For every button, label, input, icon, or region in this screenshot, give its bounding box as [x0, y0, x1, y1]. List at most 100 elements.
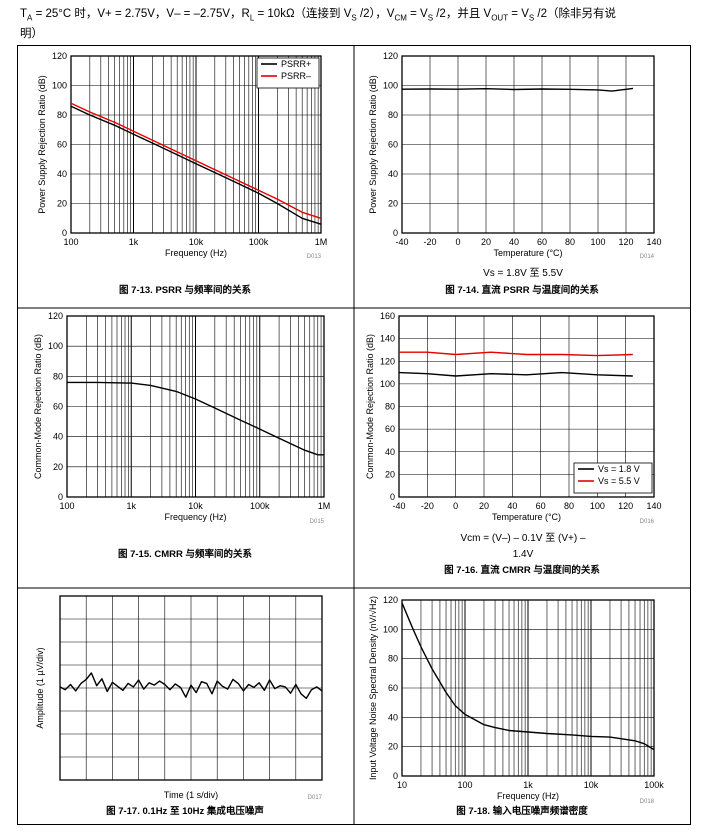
y-axis-title: Common-Mode Rejection Ratio (dB)	[365, 334, 375, 479]
plot-area-border	[66, 315, 325, 498]
figure-caption: 图 7-13. PSRR 与频率间的关系	[119, 284, 251, 296]
series-line-2	[399, 351, 633, 357]
figure-caption: 图 7-15. CMRR 与频率间的关系	[118, 548, 253, 560]
series-line-1	[59, 672, 323, 700]
y-tick-label: 120	[383, 595, 398, 605]
y-tick-label: 0	[393, 228, 398, 238]
x-tick-label: 120	[618, 501, 633, 511]
chart-3: 0 20 40 60 80 100 120 100 1k 10k 100k 1M Frequency (…	[33, 311, 330, 560]
x-tick-label: 0	[455, 237, 460, 247]
condition-note-line-2: 1.4V	[513, 549, 534, 560]
y-tick-label: 100	[48, 341, 63, 351]
y-tick-label: 40	[388, 169, 398, 179]
header-line-1: TA = 25°C 时，V+ = 2.75V，V– = –2.75V，RL = …	[20, 8, 617, 23]
x-tick-label: 60	[536, 501, 546, 511]
x-tick-label: 120	[618, 237, 633, 247]
y-tick-label: 20	[385, 469, 395, 479]
chart-2-grid	[401, 55, 655, 234]
plot-area-border	[70, 55, 322, 234]
x-tick-label: 10	[397, 780, 407, 790]
x-tick-label: 1M	[318, 501, 331, 511]
x-tick-label: -20	[421, 501, 434, 511]
legend-label: PSRR+	[281, 59, 311, 69]
plot-area-border	[401, 599, 655, 777]
y-tick-label: 80	[385, 402, 395, 412]
legend-label: Vs = 5.5 V	[598, 476, 640, 486]
y-axis-title: Amplitude (1 µV/div)	[35, 647, 45, 728]
y-axis-title: Power Supply Rejection Ratio (dB)	[368, 75, 378, 214]
plot-area-border	[401, 55, 655, 234]
y-tick-label: 100	[380, 379, 395, 389]
chart-5-grid	[59, 595, 323, 781]
y-tick-label: 0	[390, 492, 395, 502]
x-tick-label: 140	[646, 501, 661, 511]
x-tick-label: 20	[481, 237, 491, 247]
y-axis-title: Common-Mode Rejection Ratio (dB)	[33, 334, 43, 479]
y-tick-label: 60	[388, 683, 398, 693]
figure-code: D018	[640, 799, 655, 805]
y-tick-label: 0	[62, 228, 67, 238]
y-tick-label: 120	[383, 51, 398, 61]
x-tick-label: 140	[646, 237, 661, 247]
y-tick-label: 20	[57, 199, 67, 209]
x-tick-label: 0	[453, 501, 458, 511]
x-tick-label: -40	[392, 501, 405, 511]
x-tick-label: 100k	[249, 237, 269, 247]
y-tick-label: 0	[393, 771, 398, 781]
figure-code: D015	[310, 519, 325, 525]
y-tick-label: 80	[388, 110, 398, 120]
y-tick-label: 140	[380, 334, 395, 344]
figure-code: D014	[640, 254, 655, 260]
condition-note: Vs = 1.8V 至 5.5V	[483, 267, 563, 279]
y-tick-label: 80	[53, 371, 63, 381]
y-tick-label: 60	[53, 402, 63, 412]
plot-area-border	[59, 595, 323, 781]
x-axis-title: Time (1 s/div)	[164, 790, 218, 800]
y-tick-label: 20	[388, 742, 398, 752]
x-axis-title: Frequency (Hz)	[165, 248, 227, 258]
y-tick-label: 120	[52, 51, 67, 61]
legend: PSRR+ PSRR–	[256, 57, 320, 89]
legend-box	[573, 462, 653, 494]
x-tick-label: 1k	[129, 237, 139, 247]
chart-2: 0 20 40 60 80 100 120 -40 -20 0 20 40 60 80 100 120 140 T…	[368, 51, 662, 296]
x-tick-label: 1M	[315, 237, 328, 247]
condition-note-line-1: Vcm = (V–) – 0.1V 至 (V+) –	[460, 532, 585, 544]
series-line-1	[401, 87, 634, 92]
x-tick-label: 80	[564, 501, 574, 511]
y-tick-label: 80	[388, 654, 398, 664]
x-tick-label: 40	[507, 501, 517, 511]
y-tick-label: 0	[58, 492, 63, 502]
header-line-2: 明）	[20, 28, 43, 41]
figure-caption: 图 7-17. 0.1Hz 至 10Hz 集成电压噪声	[106, 805, 264, 817]
x-tick-label: 10k	[189, 237, 204, 247]
x-tick-label: 100k	[644, 780, 664, 790]
y-tick-label: 100	[383, 81, 398, 91]
x-tick-label: 100k	[250, 501, 270, 511]
y-tick-label: 160	[380, 311, 395, 321]
series-line-1	[67, 381, 324, 456]
x-tick-label: 100	[63, 237, 78, 247]
series-line-1	[398, 371, 633, 377]
x-tick-label: 40	[509, 237, 519, 247]
x-tick-label: 80	[565, 237, 575, 247]
x-axis-title: Frequency (Hz)	[164, 512, 226, 522]
chart-6: 0 20 40 60 80 100 120 10 100 1k 10k 100k Frequency (…	[368, 595, 664, 817]
chart-3-grid	[66, 315, 325, 498]
x-tick-label: 100	[590, 501, 605, 511]
y-axis-title: Power Supply Rejection Ratio (dB)	[37, 75, 47, 214]
x-tick-label: 10k	[188, 501, 203, 511]
figure-caption: 图 7-14. 直流 PSRR 与温度间的关系	[445, 284, 599, 296]
x-tick-label: 10k	[584, 780, 599, 790]
figure-code: D013	[307, 254, 322, 260]
x-axis-title: Temperature (°C)	[493, 248, 562, 258]
y-tick-label: 20	[388, 199, 398, 209]
legend: Vs = 1.8 V Vs = 5.5 V	[573, 462, 653, 494]
y-tick-label: 120	[48, 311, 63, 321]
figure-caption: 图 7-18. 输入电压噪声频谱密度	[456, 805, 588, 817]
y-axis-title: Input Voltage Noise Spectral Density (nV…	[368, 596, 378, 780]
x-tick-label: 100	[457, 780, 472, 790]
x-tick-label: 100	[59, 501, 74, 511]
chart-4: 0 20 40 60 80 100 120 140 160 -40 -20 0 20 40 60 80 100 1…	[365, 311, 662, 576]
